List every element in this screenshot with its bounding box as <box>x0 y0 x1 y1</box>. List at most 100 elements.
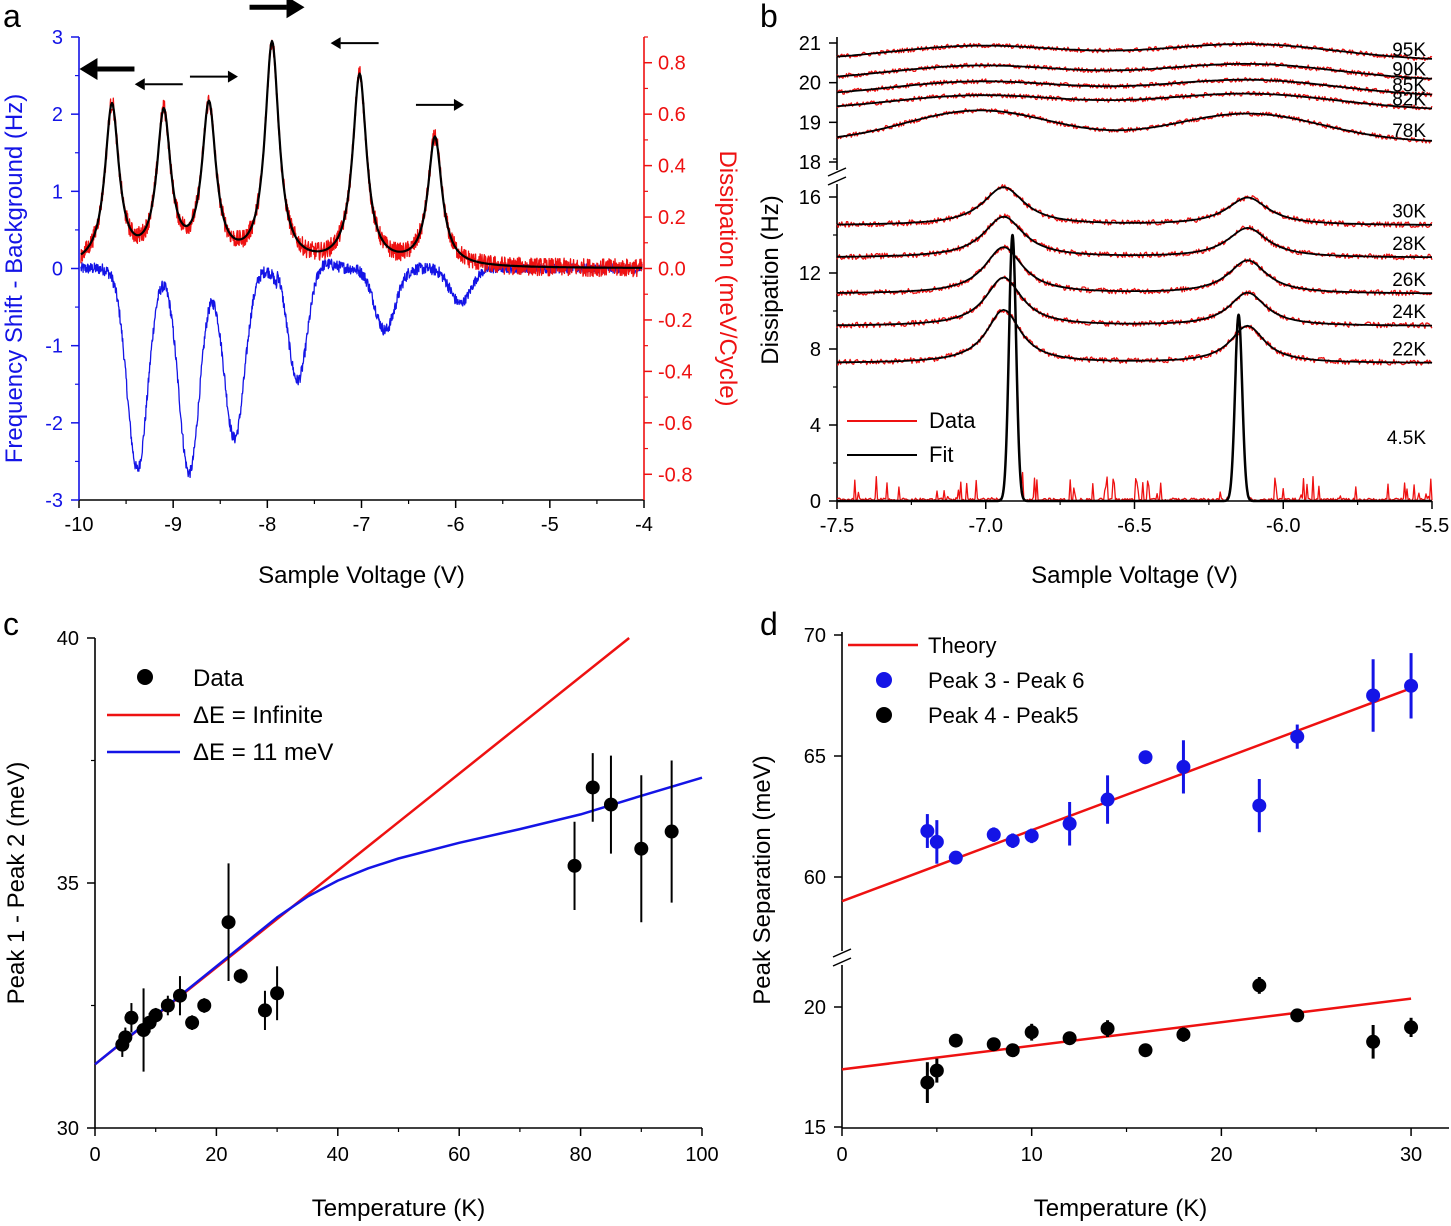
legend-fit-label: Fit <box>929 442 953 467</box>
legend-theory-label: Theory <box>928 633 996 658</box>
point-marker <box>986 1037 1001 1052</box>
point-marker <box>1366 688 1381 703</box>
data-point <box>1252 778 1267 833</box>
data-point <box>1252 977 1267 994</box>
legend-peak45-marker <box>876 707 892 723</box>
legend-peak45-label: Peak 4 - Peak5 <box>928 703 1078 728</box>
y-tick-label: 40 <box>57 628 79 650</box>
point-marker <box>1138 1043 1153 1058</box>
data-point <box>118 1027 133 1048</box>
x-tick-label: 10 <box>1021 1144 1043 1166</box>
data-point <box>148 1007 163 1023</box>
legend-data-label: Data <box>193 665 244 692</box>
data-point <box>1404 1017 1419 1037</box>
legend-peak36-marker <box>876 672 892 688</box>
point-marker <box>270 986 285 1001</box>
y-right-tick-label: 0.0 <box>658 259 686 281</box>
y-tick-label: 20 <box>804 997 826 1019</box>
x-tick-label: -4 <box>635 514 653 536</box>
y-right-tick-label: -0.6 <box>658 413 692 435</box>
fit-trace-78K <box>836 109 1433 142</box>
y-tick-label: 65 <box>804 746 826 768</box>
x-axis-title: Sample Voltage (V) <box>258 562 465 589</box>
point-marker <box>948 850 963 865</box>
point-marker <box>185 1015 200 1030</box>
fit-trace-95K <box>836 43 1433 60</box>
data-point <box>1138 750 1153 765</box>
arrow-head <box>79 58 98 81</box>
x-tick-label: -8 <box>258 514 276 536</box>
point-marker <box>124 1010 139 1025</box>
panel-label-b: b <box>760 0 778 34</box>
fit-trace-30K <box>837 186 1433 226</box>
trace-label-85K: 85K <box>1392 76 1426 97</box>
fit-trace-82K <box>836 92 1433 110</box>
data-point <box>1176 1027 1191 1042</box>
y-right-tick-label: 0.8 <box>658 53 686 75</box>
y-axis-break <box>832 948 852 967</box>
data-point <box>929 820 944 864</box>
trace-label-26K: 26K <box>1392 270 1426 291</box>
data-point <box>1062 1031 1077 1046</box>
data-point <box>634 775 649 923</box>
legend-data-label: Data <box>929 408 976 433</box>
point-marker <box>118 1030 133 1045</box>
x-axis-title: Sample Voltage (V) <box>1031 562 1238 589</box>
y-tick-label: 0 <box>810 491 821 513</box>
data-point <box>1100 1020 1115 1037</box>
point-marker <box>929 1063 944 1078</box>
x-tick-label: 30 <box>1400 1144 1422 1166</box>
trace-label-30K: 30K <box>1392 202 1426 223</box>
data-point <box>986 827 1001 842</box>
frequency-shift-trace <box>80 258 643 479</box>
point-marker <box>1024 1025 1039 1040</box>
point-marker <box>172 988 187 1003</box>
data-point <box>136 988 151 1072</box>
point-marker <box>1100 792 1115 807</box>
data-point <box>585 753 600 822</box>
fit-trace-22K <box>837 308 1433 364</box>
data-point <box>1138 1043 1153 1058</box>
fit-trace-85K <box>836 78 1433 96</box>
theory-line <box>841 997 1412 1071</box>
data-trace-78K <box>836 108 1433 144</box>
point-marker <box>1024 828 1039 843</box>
y-left-tick-label: -2 <box>45 413 63 435</box>
data-trace-24K <box>836 275 1433 329</box>
data-point <box>567 821 582 910</box>
x-tick-label: 80 <box>569 1144 591 1166</box>
x-axis-title: Temperature (K) <box>1034 1195 1207 1222</box>
y-tick-label: 20 <box>799 73 821 95</box>
point-marker <box>148 1008 163 1023</box>
y-tick-label: 8 <box>810 339 821 361</box>
data-trace-26K <box>836 244 1433 297</box>
x-tick-label: -6 <box>447 514 465 536</box>
x-tick-label: -5 <box>541 514 559 536</box>
x-tick-label: 60 <box>448 1144 470 1166</box>
x-tick-label: 0 <box>836 1144 847 1166</box>
x-tick-label: -6.0 <box>1266 515 1300 537</box>
y-left-tick-label: 1 <box>52 181 63 203</box>
data-point <box>1176 740 1191 794</box>
trace-label-22K: 22K <box>1392 339 1426 360</box>
x-tick-label: -7.0 <box>969 515 1003 537</box>
axis-break-line <box>827 176 847 186</box>
data-trace-28K <box>836 213 1433 261</box>
point-marker <box>160 998 175 1013</box>
x-tick-label: -7 <box>353 514 371 536</box>
legend-infinite-label: ΔE = Infinite <box>193 702 323 729</box>
trace-label-24K: 24K <box>1392 302 1426 323</box>
trace-label-82K: 82K <box>1392 89 1426 110</box>
theory-line <box>841 687 1412 903</box>
y-tick-label: 70 <box>804 625 826 647</box>
x-tick-label: 20 <box>1210 1144 1232 1166</box>
y-left-tick-label: -1 <box>45 336 63 358</box>
fit-trace-26K <box>837 246 1432 295</box>
point-marker <box>1176 759 1191 774</box>
panel-label-c: c <box>3 606 19 642</box>
data-point <box>1290 1008 1305 1023</box>
point-marker <box>585 780 600 795</box>
y-left-tick-label: 0 <box>52 259 63 281</box>
data-trace-4.5K <box>836 237 1433 502</box>
